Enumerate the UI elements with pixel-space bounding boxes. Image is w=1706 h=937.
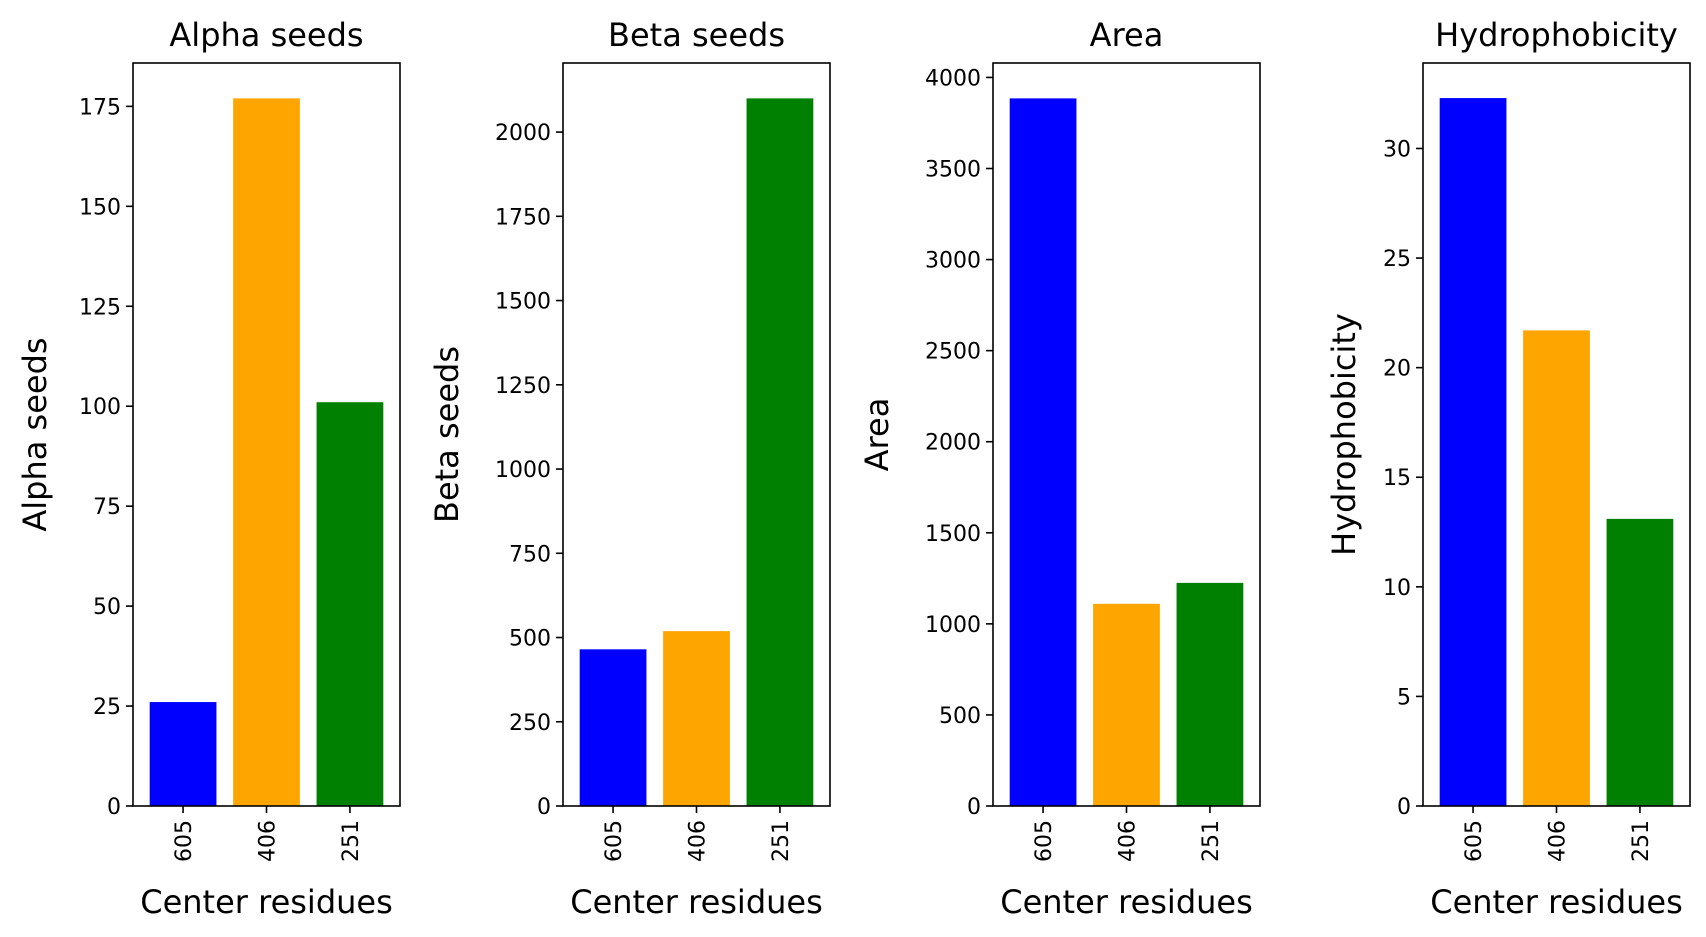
alpha-seeds-ylabel: Alpha seeds <box>16 337 54 531</box>
hydrophobicity-title: Hydrophobicity <box>1435 16 1678 54</box>
beta-seeds-bar-251 <box>746 98 814 806</box>
hydrophobicity-xtick-label-605: 605 <box>1462 820 1487 862</box>
alpha-seeds-ytick-label: 125 <box>79 295 121 320</box>
alpha-seeds-xlabel: Center residues <box>140 883 393 921</box>
beta-seeds-ytick-label: 1000 <box>495 458 551 483</box>
alpha-seeds-xtick-label-406: 406 <box>256 820 281 862</box>
area-ytick-label: 2500 <box>925 340 981 365</box>
hydrophobicity-ytick-label: 5 <box>1397 685 1411 710</box>
beta-seeds-ytick-label: 2000 <box>495 121 551 146</box>
alpha-seeds-bar-406 <box>233 98 300 806</box>
area-ytick-label: 500 <box>939 704 981 729</box>
area-ytick-label: 1000 <box>925 613 981 638</box>
beta-seeds-xlabel: Center residues <box>570 883 823 921</box>
area-ytick-label: 1500 <box>925 522 981 547</box>
hydrophobicity-ylabel: Hydrophobicity <box>1325 313 1363 556</box>
area-bar-251 <box>1176 582 1244 806</box>
alpha-seeds-ytick-label: 175 <box>79 95 121 120</box>
hydrophobicity-panel: 0 5 10 15 20 25 30 605 406 251 Hydrophobicity Cente… <box>1325 16 1691 921</box>
beta-seeds-xtick-label-251: 251 <box>769 820 794 862</box>
area-ytick-label: 3500 <box>925 158 981 183</box>
beta-seeds-ylabel: Beta seeds <box>428 346 466 523</box>
beta-seeds-ytick-label: 750 <box>509 542 551 567</box>
alpha-seeds-title: Alpha seeds <box>169 16 363 54</box>
alpha-seeds-ytick-label: 50 <box>93 595 121 620</box>
alpha-seeds-ytick-label: 100 <box>79 395 121 420</box>
alpha-seeds-xtick-label-605: 605 <box>172 820 197 862</box>
beta-seeds-title: Beta seeds <box>608 16 785 54</box>
beta-seeds-bar-605 <box>579 649 647 806</box>
beta-seeds-ytick-label: 250 <box>509 711 551 736</box>
area-xtick-label-406: 406 <box>1116 820 1141 862</box>
area-ytick-label: 4000 <box>925 66 981 91</box>
area-ytick-label: 3000 <box>925 249 981 274</box>
beta-seeds-ytick-label: 0 <box>537 795 551 820</box>
area-title: Area <box>1090 16 1164 54</box>
beta-seeds-xtick-label-605: 605 <box>602 820 627 862</box>
area-ytick-label: 0 <box>967 795 981 820</box>
alpha-seeds-panel: 0 25 50 75 100 125 150 175 605 406 251 Alpha seeds C… <box>16 16 401 921</box>
alpha-seeds-bar-605 <box>149 702 217 806</box>
alpha-seeds-ytick-label: 0 <box>107 795 121 820</box>
hydrophobicity-bar-251 <box>1606 518 1674 806</box>
beta-seeds-ytick-label: 1250 <box>495 374 551 399</box>
alpha-seeds-ytick-label: 75 <box>93 495 121 520</box>
area-bar-406 <box>1093 603 1160 806</box>
area-xtick-label-251: 251 <box>1199 820 1224 862</box>
beta-seeds-ytick-label: 1750 <box>495 205 551 230</box>
alpha-seeds-ytick-label: 150 <box>79 195 121 220</box>
hydrophobicity-bar-406 <box>1523 330 1590 806</box>
hydrophobicity-xtick-label-251: 251 <box>1629 820 1654 862</box>
beta-seeds-panel: 0 250 500 750 1000 1250 1500 1750 2000 605 406 251 B… <box>428 16 831 921</box>
beta-seeds-ytick-label: 1500 <box>495 290 551 315</box>
beta-seeds-bar-406 <box>663 631 730 806</box>
area-ytick-label: 2000 <box>925 431 981 456</box>
hydrophobicity-bar-605 <box>1439 98 1507 806</box>
area-panel: 0 500 1000 1500 2000 2500 3000 3500 4000 605 406 25… <box>858 16 1261 921</box>
hydrophobicity-ytick-label: 0 <box>1397 795 1411 820</box>
alpha-seeds-bar-251 <box>316 402 384 806</box>
beta-seeds-ytick-label: 500 <box>509 627 551 652</box>
area-xtick-label-605: 605 <box>1032 820 1057 862</box>
area-xlabel: Center residues <box>1000 883 1253 921</box>
beta-seeds-xtick-label-406: 406 <box>686 820 711 862</box>
alpha-seeds-ytick-label: 25 <box>93 695 121 720</box>
hydrophobicity-ytick-label: 15 <box>1383 466 1411 491</box>
hydrophobicity-ytick-label: 25 <box>1383 247 1411 272</box>
hydrophobicity-xtick-label-406: 406 <box>1546 820 1571 862</box>
hydrophobicity-xlabel: Center residues <box>1430 883 1683 921</box>
hydrophobicity-ytick-label: 20 <box>1383 357 1411 382</box>
hydrophobicity-ytick-label: 10 <box>1383 576 1411 601</box>
alpha-seeds-xtick-label-251: 251 <box>339 820 364 862</box>
area-ylabel: Area <box>858 398 896 472</box>
area-bar-605 <box>1009 98 1077 806</box>
hydrophobicity-ytick-label: 30 <box>1383 137 1411 162</box>
